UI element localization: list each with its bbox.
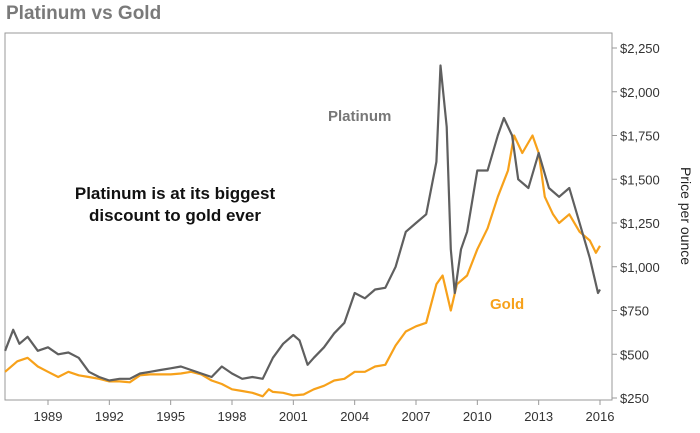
x-tick-label: 2016 [586,409,615,424]
y-tick-label: $2,000 [620,85,660,100]
series-label-platinum: Platinum [328,108,391,125]
x-tick-label: 2004 [340,409,369,424]
x-tick-label: 1992 [95,409,124,424]
y-tick-label: $750 [620,304,649,319]
plot-frame [4,32,613,401]
x-tick-label: 1989 [34,409,63,424]
annotation-line-2: discount to gold ever [89,206,261,225]
x-tick-label: 2013 [524,409,553,424]
y-tick-label: $250 [620,391,649,406]
y-tick-label: $1,750 [620,129,660,144]
x-tick-label: 2001 [279,409,308,424]
x-tick-label: 2007 [402,409,431,424]
x-tick-label: 1998 [218,409,247,424]
series-label-gold: Gold [490,296,524,313]
chart-title: Platinum vs Gold [6,3,162,24]
y-tick-label: $500 [620,347,649,362]
y-tick-label: $1,000 [620,260,660,275]
y-axis-label: Price per ounce [678,167,694,265]
x-tick-label: 1995 [156,409,185,424]
annotation-line-1: Platinum is at its biggest [75,184,276,203]
x-tick-label: 2010 [463,409,492,424]
series-line-platinum [4,64,601,382]
y-tick-label: $1,250 [620,216,660,231]
series-line-gold [4,134,601,398]
y-tick-label: $2,250 [620,41,660,56]
y-tick-label: $1,500 [620,172,660,187]
